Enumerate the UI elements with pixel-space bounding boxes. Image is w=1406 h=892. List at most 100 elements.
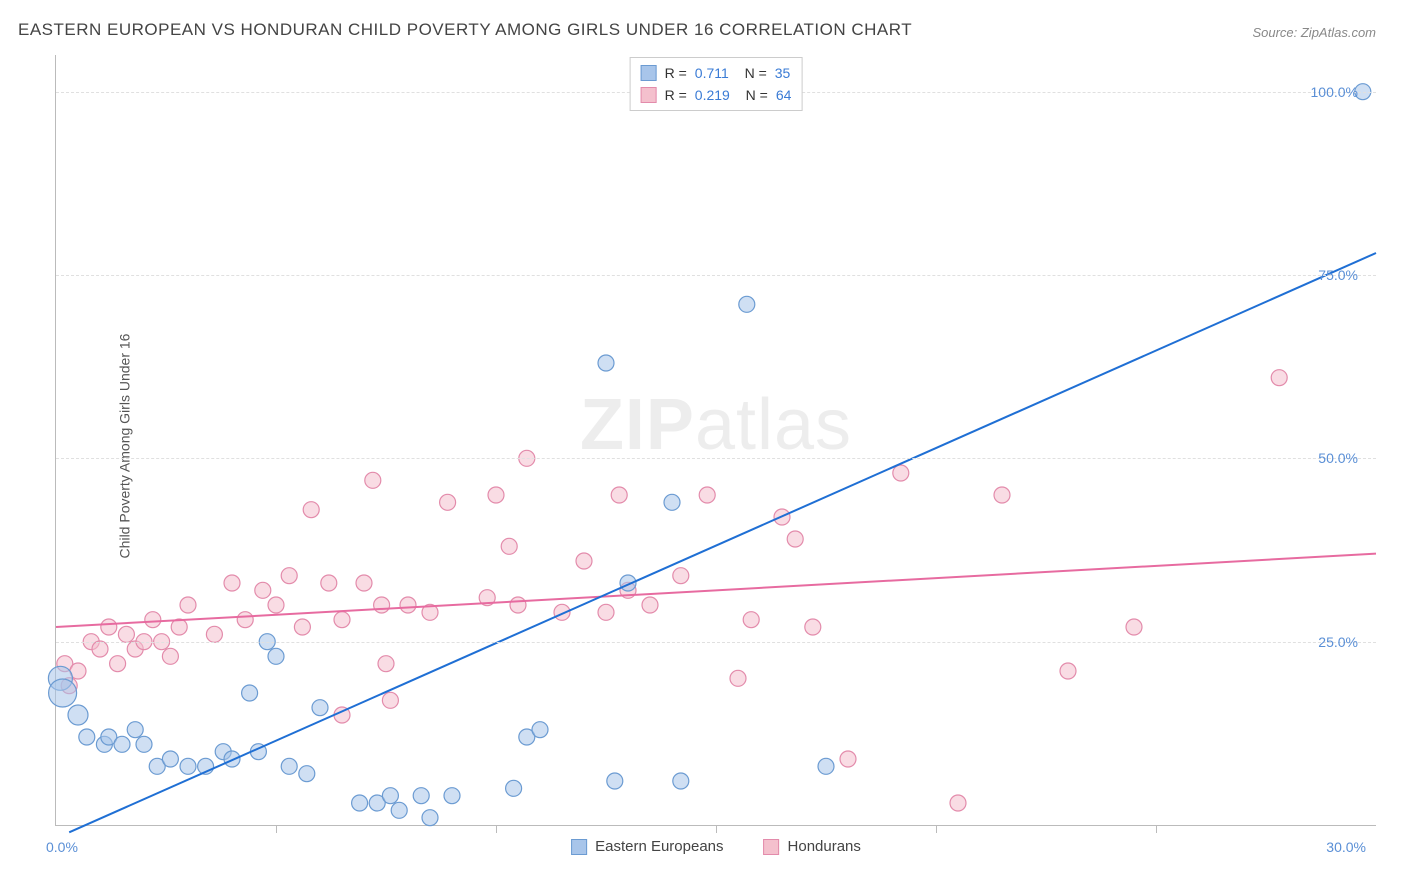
scatter-point	[110, 656, 126, 672]
x-tick	[716, 825, 717, 833]
scatter-point	[576, 553, 592, 569]
x-tick	[936, 825, 937, 833]
swatch-series-a	[641, 65, 657, 81]
scatter-point	[242, 685, 258, 701]
scatter-point	[224, 575, 240, 591]
scatter-point	[237, 612, 253, 628]
legend-swatch-series-a	[571, 839, 587, 855]
scatter-point	[79, 729, 95, 745]
scatter-point	[68, 705, 88, 725]
scatter-point	[1271, 370, 1287, 386]
scatter-point	[268, 648, 284, 664]
y-tick-label: 100.0%	[1311, 84, 1358, 100]
scatter-point	[840, 751, 856, 767]
scatter-point	[506, 780, 522, 796]
scatter-point	[281, 568, 297, 584]
y-tick-label: 50.0%	[1318, 450, 1358, 466]
scatter-point	[162, 751, 178, 767]
scatter-point	[352, 795, 368, 811]
scatter-point	[92, 641, 108, 657]
scatter-point	[673, 773, 689, 789]
series-legend: Eastern Europeans Hondurans	[571, 838, 861, 855]
scatter-point	[255, 582, 271, 598]
scatter-point	[334, 612, 350, 628]
legend-label-series-a: Eastern Europeans	[595, 838, 723, 855]
r-value-series-b: 0.219	[695, 84, 730, 106]
scatter-point	[312, 700, 328, 716]
scatter-point	[893, 465, 909, 481]
r-value-series-a: 0.711	[695, 62, 729, 84]
scatter-point	[422, 810, 438, 826]
gridline	[56, 275, 1376, 276]
swatch-series-b	[641, 87, 657, 103]
scatter-point	[739, 296, 755, 312]
correlation-legend: R = 0.711 N = 35 R = 0.219 N = 64	[630, 57, 803, 111]
n-value-series-b: 64	[776, 84, 792, 106]
scatter-point	[145, 612, 161, 628]
y-tick-label: 75.0%	[1318, 267, 1358, 283]
chart-title: EASTERN EUROPEAN VS HONDURAN CHILD POVER…	[18, 20, 912, 40]
y-tick-label: 25.0%	[1318, 634, 1358, 650]
gridline	[56, 642, 1376, 643]
scatter-point	[281, 758, 297, 774]
scatter-point	[101, 619, 117, 635]
scatter-point	[607, 773, 623, 789]
correlation-row-series-b: R = 0.219 N = 64	[641, 84, 792, 106]
scatter-point	[224, 751, 240, 767]
scatter-point	[400, 597, 416, 613]
scatter-point	[206, 626, 222, 642]
scatter-point	[532, 722, 548, 738]
x-tick	[496, 825, 497, 833]
scatter-point	[1126, 619, 1142, 635]
plot-area: R = 0.711 N = 35 R = 0.219 N = 64 ZIPatl…	[55, 55, 1376, 826]
scatter-point	[303, 502, 319, 518]
scatter-point	[162, 648, 178, 664]
scatter-point	[598, 604, 614, 620]
scatter-point	[950, 795, 966, 811]
n-value-series-a: 35	[775, 62, 791, 84]
scatter-point	[180, 758, 196, 774]
scatter-point	[321, 575, 337, 591]
scatter-point	[440, 494, 456, 510]
scatter-point	[787, 531, 803, 547]
scatter-point	[1060, 663, 1076, 679]
scatter-point	[994, 487, 1010, 503]
x-axis-end-label: 30.0%	[1326, 839, 1366, 855]
scatter-point	[743, 612, 759, 628]
x-axis-start-label: 0.0%	[46, 839, 78, 855]
scatter-point	[598, 355, 614, 371]
scatter-point	[299, 766, 315, 782]
source-attribution: Source: ZipAtlas.com	[1252, 25, 1376, 40]
scatter-point	[118, 626, 134, 642]
scatter-point	[805, 619, 821, 635]
scatter-point	[501, 538, 517, 554]
scatter-point	[294, 619, 310, 635]
correlation-row-series-a: R = 0.711 N = 35	[641, 62, 792, 84]
scatter-point	[268, 597, 284, 613]
x-tick	[276, 825, 277, 833]
scatter-point	[699, 487, 715, 503]
scatter-point	[49, 679, 77, 707]
trend-line	[69, 253, 1376, 832]
scatter-point	[510, 597, 526, 613]
scatter-point	[136, 736, 152, 752]
scatter-point	[374, 597, 390, 613]
scatter-point	[488, 487, 504, 503]
scatter-point	[382, 788, 398, 804]
trend-line	[56, 554, 1376, 627]
scatter-point	[642, 597, 658, 613]
scatter-point	[730, 670, 746, 686]
scatter-svg	[56, 55, 1376, 825]
scatter-point	[673, 568, 689, 584]
scatter-point	[378, 656, 394, 672]
scatter-point	[444, 788, 460, 804]
scatter-point	[127, 722, 143, 738]
gridline	[56, 458, 1376, 459]
legend-label-series-b: Hondurans	[788, 838, 861, 855]
legend-swatch-series-b	[764, 839, 780, 855]
scatter-point	[611, 487, 627, 503]
legend-item-series-a: Eastern Europeans	[571, 838, 723, 855]
scatter-point	[391, 802, 407, 818]
scatter-point	[664, 494, 680, 510]
scatter-point	[413, 788, 429, 804]
